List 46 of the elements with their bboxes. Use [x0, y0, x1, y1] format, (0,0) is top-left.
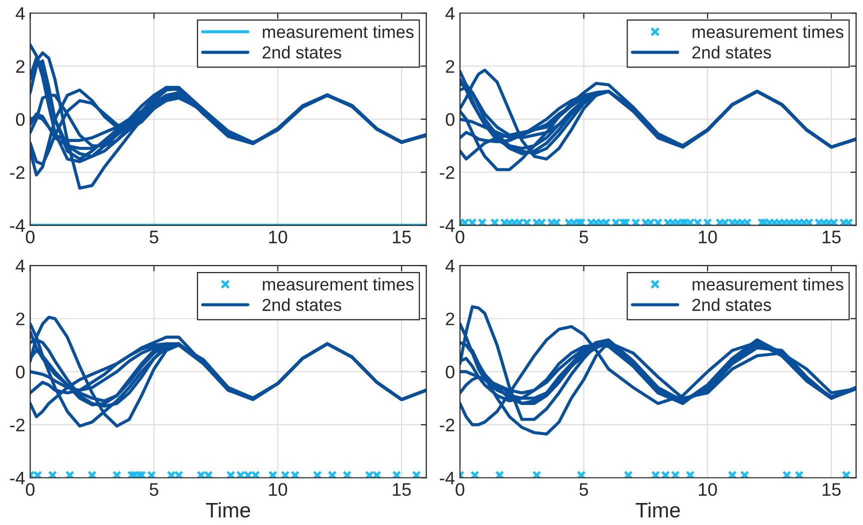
x-tick-label: 15	[392, 230, 411, 244]
y-tick-label: 0	[446, 366, 454, 378]
y-tick-label: 2	[16, 60, 24, 73]
legend-label: 2nd states	[262, 298, 342, 312]
x-tick-label: 0	[456, 483, 464, 496]
x-tick-label: 0	[456, 230, 464, 244]
x-tick-label: 15	[392, 483, 411, 496]
x-tick-label: 10	[698, 483, 717, 496]
x-tick-label: 5	[579, 230, 588, 244]
y-tick-label: -2	[440, 166, 454, 179]
x-tick-label: 5	[150, 483, 158, 496]
y-tick-label: 0	[16, 113, 25, 126]
y-tick-label: 4	[16, 260, 25, 272]
y-tick-label: 0	[446, 113, 454, 126]
x-tick-label: 15	[822, 483, 841, 496]
y-tick-label: -4	[10, 472, 25, 484]
y-tick-label: -2	[10, 418, 24, 432]
y-tick-label: 2	[16, 312, 24, 326]
x-tick-label: 10	[269, 483, 288, 496]
legend-label: 2nd states	[262, 46, 342, 59]
y-tick-label: 4	[446, 7, 455, 20]
x-tick-label: 10	[269, 230, 288, 244]
y-tick-label: -2	[10, 166, 24, 179]
y-tick-label: 2	[446, 312, 454, 326]
y-tick-label: -4	[440, 472, 455, 484]
x-tick-label: 0	[26, 483, 35, 496]
legend-label: measurement times	[262, 278, 414, 290]
legend-label: 2nd states	[692, 298, 771, 312]
x-tick-label: 15	[822, 230, 841, 244]
legend-label: measurement times	[692, 25, 844, 38]
legend-label: measurement times	[262, 25, 414, 38]
y-tick-label: 0	[16, 366, 25, 378]
x-tick-label: 10	[698, 230, 717, 244]
y-tick-label: -4	[10, 219, 25, 232]
x-axis-title: Time	[206, 502, 250, 518]
x-tick-label: 0	[26, 230, 35, 244]
y-tick-label: 4	[446, 260, 455, 272]
y-tick-label: 2	[446, 60, 454, 73]
x-tick-label: 5	[150, 230, 158, 244]
y-tick-label: -4	[440, 219, 455, 232]
y-tick-label: 4	[16, 7, 25, 20]
x-axis-title: Time	[636, 502, 680, 518]
y-tick-label: -2	[440, 418, 454, 432]
legend-label: measurement times	[692, 278, 844, 290]
x-tick-label: 5	[579, 483, 588, 496]
legend-label: 2nd states	[692, 46, 771, 59]
